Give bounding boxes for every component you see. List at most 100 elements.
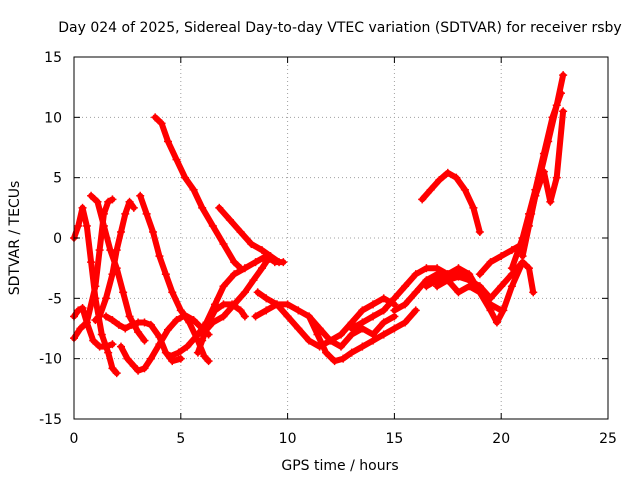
- data-point: [236, 306, 245, 315]
- data-point: [114, 320, 123, 329]
- series-line: [419, 169, 483, 235]
- data-point: [283, 312, 292, 321]
- data-point: [108, 195, 117, 204]
- data-point: [161, 348, 170, 357]
- data-point: [74, 221, 83, 230]
- data-point: [275, 258, 284, 267]
- data-point: [326, 336, 335, 345]
- data-point: [486, 258, 495, 267]
- series-line: [519, 108, 567, 260]
- data-point: [322, 348, 331, 357]
- data-point: [426, 185, 435, 194]
- data-point: [240, 288, 249, 297]
- data-point: [119, 288, 128, 297]
- data-point: [539, 167, 548, 176]
- data-point: [82, 221, 91, 230]
- series-line: [194, 301, 248, 356]
- data-point: [155, 252, 164, 261]
- data-point: [390, 324, 399, 333]
- data-point: [95, 246, 104, 255]
- data-point: [134, 328, 143, 337]
- data-point: [219, 240, 228, 249]
- data-point: [379, 330, 388, 339]
- data-point: [452, 173, 461, 182]
- data-point: [454, 288, 463, 297]
- data-point: [155, 340, 164, 349]
- data-point: [486, 294, 495, 303]
- data-point: [257, 264, 266, 273]
- series-arc-20: [422, 258, 527, 327]
- axis-ticks: 0 5 10 15 20 25 -15 -10 -5 0 5 10 15: [39, 50, 617, 447]
- data-point: [304, 336, 313, 345]
- data-point: [358, 318, 367, 327]
- data-point: [347, 324, 356, 333]
- data-point: [127, 320, 136, 329]
- data-point: [401, 300, 410, 309]
- data-point: [465, 276, 474, 285]
- data-point: [198, 330, 207, 339]
- data-point: [486, 306, 495, 315]
- data-point: [112, 246, 121, 255]
- data-point: [76, 324, 85, 333]
- y-tick-label: 10: [44, 110, 62, 126]
- data-point: [163, 137, 172, 146]
- data-point: [116, 342, 125, 351]
- x-tick-label: 15: [385, 431, 403, 447]
- series-line: [306, 307, 419, 365]
- data-point: [204, 357, 213, 366]
- series-arc-16: [304, 306, 420, 366]
- data-point: [294, 324, 303, 333]
- data-point: [313, 330, 322, 339]
- data-point: [253, 288, 262, 297]
- data-point: [93, 197, 102, 206]
- data-point: [108, 270, 117, 279]
- data-point: [524, 264, 533, 273]
- data-point: [524, 221, 533, 230]
- data-point: [283, 300, 292, 309]
- data-point: [185, 318, 194, 327]
- data-point: [272, 300, 281, 309]
- data-point: [304, 312, 313, 321]
- data-point: [418, 195, 427, 204]
- data-point: [200, 352, 209, 361]
- data-point: [443, 276, 452, 285]
- data-point: [249, 276, 258, 285]
- data-point: [240, 264, 249, 273]
- data-point: [257, 246, 266, 255]
- data-point: [78, 303, 87, 312]
- data-point: [475, 270, 484, 279]
- data-point: [240, 312, 249, 321]
- data-point: [219, 282, 228, 291]
- data-point: [140, 318, 149, 327]
- data-point: [125, 312, 134, 321]
- data-point: [104, 348, 113, 357]
- data-point: [146, 320, 155, 329]
- data-point: [347, 348, 356, 357]
- series-arc-24: [518, 107, 568, 261]
- series-line: [199, 259, 270, 338]
- series-arc-2: [70, 303, 117, 351]
- x-tick-label: 0: [70, 431, 79, 447]
- data-point: [134, 366, 143, 375]
- data-point: [251, 258, 260, 267]
- data-point: [539, 149, 548, 158]
- y-tick-label: -10: [39, 352, 62, 368]
- data-point: [140, 336, 149, 345]
- data-point: [108, 316, 117, 325]
- data-point: [215, 203, 224, 212]
- data-series: [70, 71, 568, 378]
- data-point: [129, 203, 138, 212]
- data-point: [339, 354, 348, 363]
- data-point: [198, 203, 207, 212]
- data-point: [247, 240, 256, 249]
- series-arc-9: [151, 113, 245, 273]
- data-point: [475, 282, 484, 291]
- data-point: [497, 252, 506, 261]
- data-point: [157, 119, 166, 128]
- data-point: [262, 258, 271, 267]
- data-point: [172, 316, 181, 325]
- data-point: [112, 369, 121, 378]
- data-point: [125, 197, 134, 206]
- data-point: [337, 330, 345, 339]
- data-point: [91, 282, 100, 291]
